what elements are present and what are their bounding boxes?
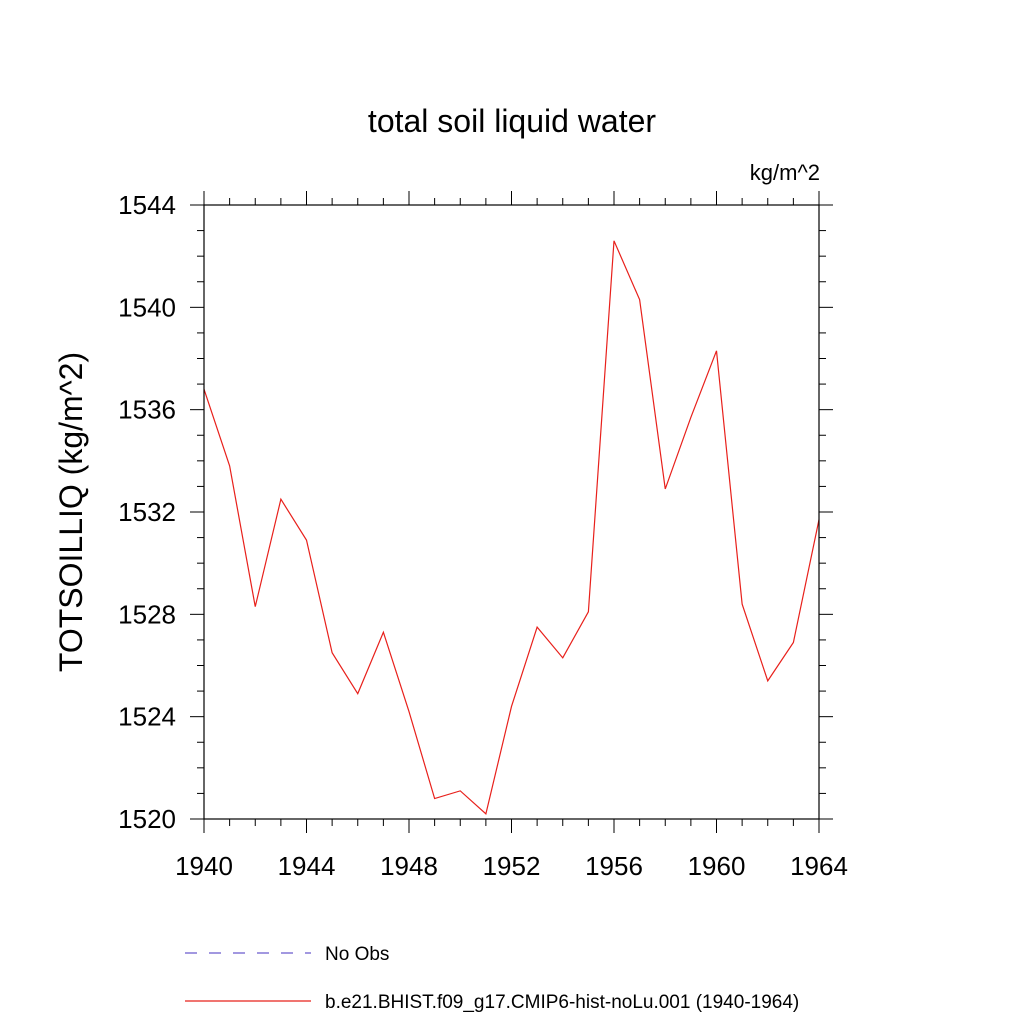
plot-frame xyxy=(203,204,820,820)
series-line-1 xyxy=(203,240,820,816)
y-axis-label: TOTSOILLIQ (kg/m^2) xyxy=(53,352,89,672)
y-tick-label: 1540 xyxy=(118,292,176,322)
x-tick-label: 1964 xyxy=(790,851,848,881)
chart-title: total soil liquid water xyxy=(368,103,656,139)
y-tick-label: 1544 xyxy=(118,190,176,220)
series-lines xyxy=(203,240,820,816)
legend: No Obs b.e21.BHIST.f09_g17.CMIP6-hist-no… xyxy=(185,944,799,1013)
y-tick-label: 1532 xyxy=(118,497,176,527)
y-tick-label: 1536 xyxy=(118,395,176,425)
x-tick-label: 1944 xyxy=(278,851,336,881)
x-tick-label: 1952 xyxy=(483,851,541,881)
x-tick-label: 1960 xyxy=(688,851,746,881)
axis-ticks xyxy=(190,191,833,833)
y-tick-label: 1520 xyxy=(118,804,176,834)
x-tick-label: 1948 xyxy=(380,851,438,881)
legend-label-model: b.e21.BHIST.f09_g17.CMIP6-hist-noLu.001 … xyxy=(325,992,799,1013)
units-label: kg/m^2 xyxy=(750,160,820,185)
x-tick-label: 1956 xyxy=(585,851,643,881)
y-tick-label: 1528 xyxy=(118,599,176,629)
legend-label-no-obs: No Obs xyxy=(325,944,389,965)
x-tick-label: 1940 xyxy=(175,851,233,881)
axis-tick-labels: 1940 1944 1948 1952 1956 1960 1964 1520 1524 1528… xyxy=(118,190,848,881)
y-tick-label: 1524 xyxy=(118,702,176,732)
